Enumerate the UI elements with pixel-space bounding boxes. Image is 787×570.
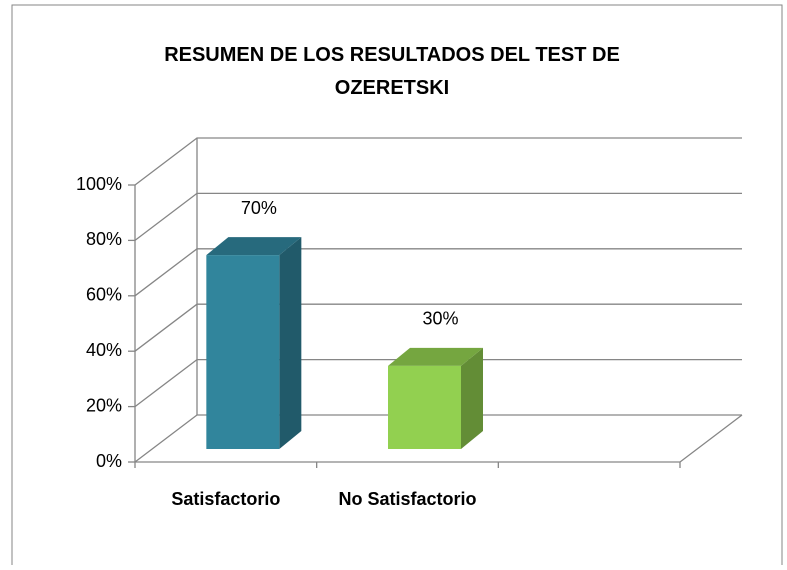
grid-line [134,358,742,408]
x-tick-label: No Satisfactorio [338,489,476,509]
data-label: 30% [422,309,458,329]
chart-title: RESUMEN DE LOS RESULTADOS DEL TEST DE OZE… [164,44,620,99]
x-tick-label: Satisfactorio [171,489,280,509]
y-tick-label: 100% [76,174,122,194]
y-tick-label: 60% [86,285,122,305]
bar-side [279,237,302,449]
grid-line [134,192,742,241]
grid-line [134,414,742,463]
grid-line [134,303,742,352]
chart-frame [11,4,783,570]
y-tick-label: 40% [86,340,122,360]
data-label: 70% [241,198,277,218]
bar-top [206,237,302,256]
bar-top [388,347,483,366]
y-tick-label: 20% [86,395,122,415]
y-tick-label: 80% [86,229,122,249]
bar [206,255,280,449]
grid-line [134,137,742,186]
bar [388,365,461,449]
bar-side [461,347,483,449]
y-tick-label: 0% [96,451,122,471]
grid-line [134,248,742,297]
